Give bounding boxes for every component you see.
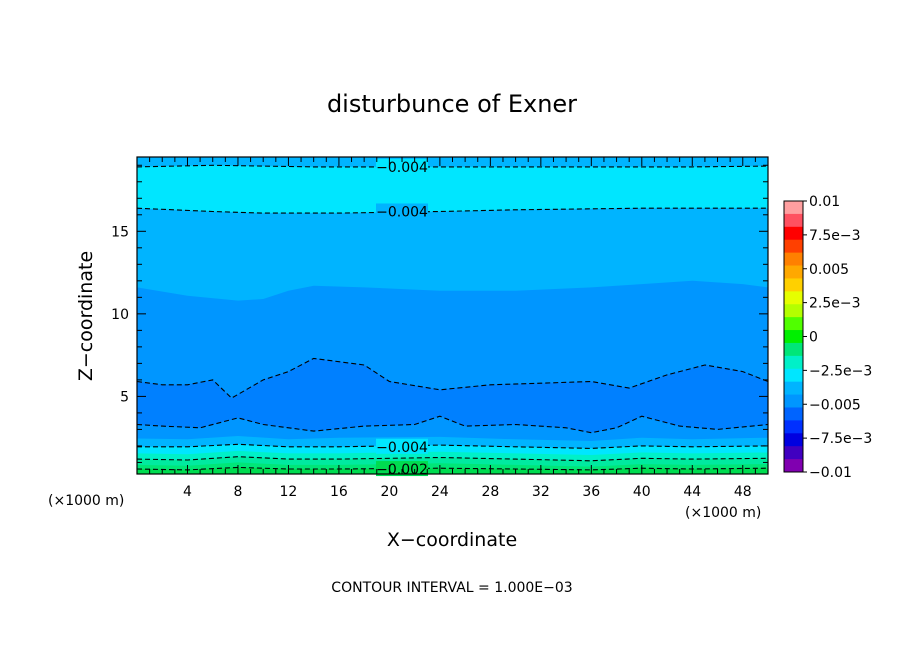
colorbar-swatch (784, 459, 803, 473)
y-axis-label: Z−coordinate (75, 251, 97, 381)
contour-label-gap (376, 203, 429, 219)
x-unit-label: (×1000 m) (685, 505, 761, 521)
colorbar-swatch (784, 304, 803, 318)
x-tick-label: 4 (183, 484, 192, 500)
x-tick-label: 48 (734, 484, 752, 500)
x-tick-label: 44 (683, 484, 701, 500)
contour-lines (137, 164, 768, 471)
colorbar-swatch (784, 355, 803, 370)
colorbar-swatch (784, 226, 803, 241)
colorbar-swatch (784, 317, 803, 331)
colorbar-swatch (784, 446, 803, 460)
colorbar-tick-label: −2.5e−3 (809, 363, 872, 379)
x-tick-label: 28 (481, 484, 499, 500)
filled-contour-bands (137, 157, 768, 474)
x-axis-label: X−coordinate (387, 529, 517, 551)
colorbar-swatch (784, 407, 803, 421)
x-tick-label: 12 (280, 484, 298, 500)
colorbar-tick-label: 0 (809, 330, 818, 346)
x-tick-label: 32 (532, 484, 550, 500)
colorbar-swatch (784, 394, 803, 408)
x-tick-label: 36 (582, 484, 600, 500)
contour-line (137, 456, 768, 462)
contour-line (137, 357, 768, 399)
contour-line (137, 466, 768, 471)
colorbar-swatch (784, 252, 803, 267)
y-tick-label: 10 (111, 307, 129, 323)
chart-title: disturbunce of Exner (327, 90, 577, 118)
contour-label: −0.004 (376, 204, 428, 220)
y-tick-label: 15 (111, 224, 129, 240)
x-tick-label: 16 (330, 484, 348, 500)
colorbar-swatch (784, 420, 803, 434)
y-tick-label: 5 (120, 389, 129, 405)
colorbar-tick-label: 0.01 (809, 194, 840, 210)
colorbar: 0.01 7.5e−3 0.005 2.5e−3 0 −2.5e−3 −0.005 −7.5e… (783, 194, 872, 481)
colorbar-tick-label: 7.5e−3 (809, 228, 861, 244)
colorbar-swatch (784, 368, 803, 383)
plot-area: −0.004−0.004−0.004−0.002 4 8 12 16 20 24 28 32 3… (111, 156, 769, 500)
colorbar-swatch (784, 433, 803, 447)
colorbar-swatch (784, 239, 803, 254)
colorbar-swatch (784, 342, 803, 357)
x-tick-label: 8 (233, 484, 242, 500)
x-tick-label: 40 (633, 484, 651, 500)
contour-label: −0.004 (376, 440, 428, 456)
x-tick-label: 20 (380, 484, 398, 500)
contour-interval-footer: CONTOUR INTERVAL = 1.000E−03 (331, 580, 572, 596)
colorbar-tick-label: −0.01 (809, 465, 852, 481)
colorbar-tick-label: −0.005 (809, 397, 861, 413)
colorbar-tick-label: 0.005 (809, 262, 849, 278)
contour-line (137, 443, 768, 449)
colorbar-swatch (784, 278, 803, 292)
colorbar-swatch (784, 201, 803, 215)
x-tick-label: 24 (431, 484, 449, 500)
contour-label-gap (376, 438, 429, 454)
y-unit-label: (×1000 m) (48, 493, 124, 509)
colorbar-swatch (784, 291, 803, 305)
colorbar-swatch (784, 330, 803, 344)
contour-line (137, 415, 768, 434)
colorbar-swatch (784, 213, 803, 228)
colorbar-swatch (784, 381, 803, 396)
colorbar-swatch (784, 265, 803, 279)
colorbar-tick-label: 2.5e−3 (809, 296, 861, 312)
contour-label: −0.004 (376, 160, 428, 176)
colorbar-tick-label: −7.5e−3 (809, 431, 872, 447)
